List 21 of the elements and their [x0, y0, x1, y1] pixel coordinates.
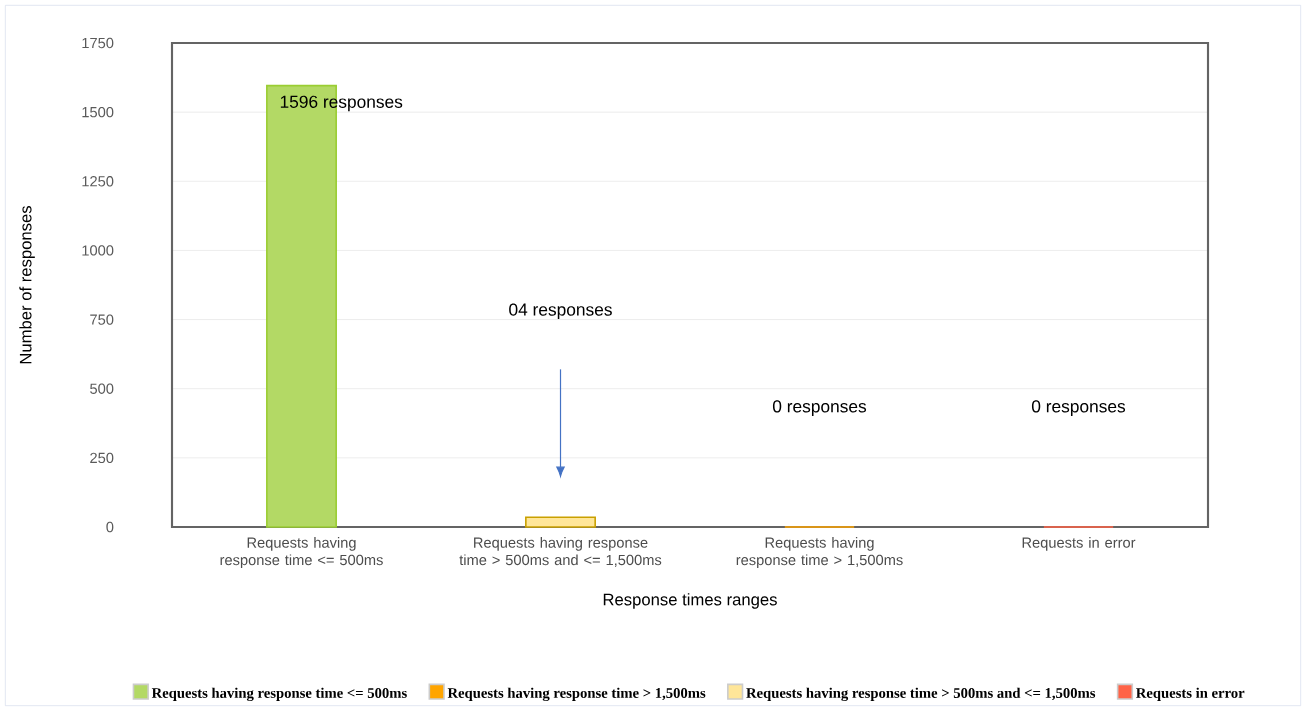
x-tick-label: Requests having response time > 1,500ms	[736, 537, 903, 569]
x-tick-label: Requests having response time > 500ms and <= 1,500ms	[459, 537, 662, 567]
y-tick-label: 500	[90, 383, 114, 394]
annotation: 0 responses	[1031, 400, 1126, 416]
legend-label: Requests having response time <= 500ms	[151, 687, 407, 702]
x-axis-title: Response times ranges	[603, 593, 777, 609]
legend-label: Requests in error	[1136, 687, 1245, 701]
legend-label: Requests having response time > 1,500ms	[447, 687, 706, 702]
y-tick-label: 1500	[82, 106, 114, 118]
y-tick-label: 0	[106, 521, 114, 533]
y-axis-title: Number of responses	[19, 205, 35, 364]
annotation: 0 responses	[772, 400, 867, 416]
y-tick-label: 750	[90, 314, 114, 325]
y-tick-label: 1250	[82, 176, 114, 187]
y-tick-label: 250	[90, 452, 114, 464]
legend-label: Requests having response time > 500ms and <= 1,500ms	[746, 687, 1096, 702]
y-tick-label: 1000	[82, 245, 114, 256]
annotation: 04 responses	[509, 303, 612, 320]
y-tick-label: 1750	[82, 37, 114, 49]
x-tick-label: Requests having response time <= 500ms	[220, 537, 383, 569]
x-tick-label: Requests in error	[1022, 537, 1136, 551]
